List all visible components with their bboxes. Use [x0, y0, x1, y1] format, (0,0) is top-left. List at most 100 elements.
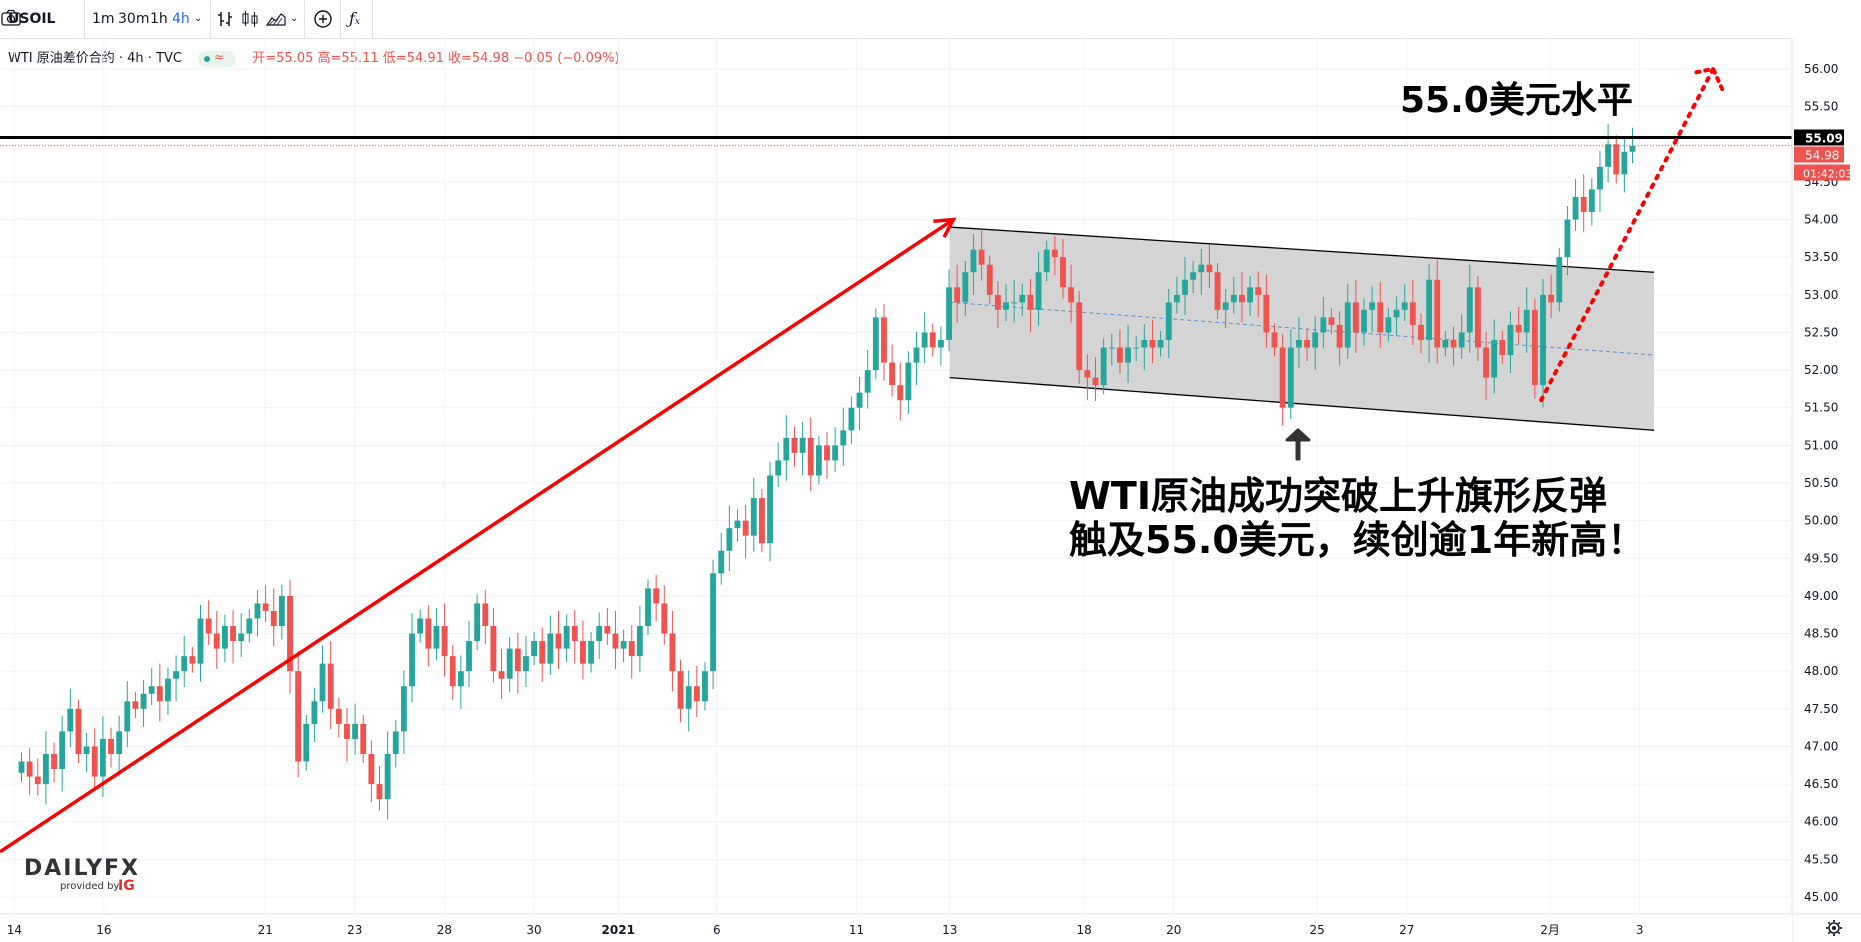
candle: [1206, 264, 1213, 273]
level-price-label: 55.09: [1805, 131, 1843, 145]
candle: [303, 723, 310, 762]
countdown-tag: [1794, 164, 1850, 181]
candle: [555, 633, 562, 649]
candle: [1076, 302, 1083, 371]
indicators-fx-icon[interactable]: ƒx: [349, 9, 360, 28]
candle: [604, 626, 611, 634]
time-tick-label: 25: [1309, 923, 1324, 937]
breakout-annotation-line2: 触及55.0美元，续创逾1年新高！: [1069, 518, 1645, 562]
candle: [986, 264, 993, 295]
candle: [449, 656, 456, 687]
candle: [327, 663, 334, 709]
candle: [42, 753, 49, 785]
candle: [1597, 166, 1603, 190]
candle: [238, 633, 245, 642]
candle: [742, 520, 749, 536]
candle: [278, 595, 285, 627]
legend-visibility-toggle[interactable]: ≈: [198, 50, 237, 67]
candle: [645, 588, 651, 627]
candle: [929, 332, 936, 348]
interval-dropdown-icon[interactable]: ⌄: [194, 13, 203, 24]
candle: [677, 671, 684, 709]
time-tick-label: 27: [1399, 923, 1414, 937]
candle: [1458, 332, 1465, 348]
candle: [1092, 377, 1099, 386]
chart-type-dropdown-icon[interactable]: ⌄: [290, 13, 299, 24]
time-tick-label: 28: [437, 923, 452, 937]
candle: [1190, 272, 1197, 280]
interval-1h-button[interactable]: 1h: [150, 11, 168, 27]
breakout-annotation-line1: WTI原油成功突破上升旗形反弹: [1069, 474, 1607, 518]
price-tick-label: 48.00: [1804, 664, 1838, 678]
time-tick-label: 16: [96, 923, 111, 937]
flag-upper-line: [949, 226, 1655, 273]
candle: [1531, 309, 1538, 386]
candle: [1149, 339, 1156, 348]
candle: [994, 294, 1001, 310]
candle: [620, 641, 627, 649]
candle: [1084, 370, 1091, 378]
candle: [1182, 279, 1188, 295]
candle: [1108, 347, 1115, 349]
candle: [1019, 294, 1026, 303]
candles-chart-type-icon[interactable]: [240, 9, 260, 29]
candle: [661, 603, 668, 634]
interval-4h-button[interactable]: 4h: [172, 11, 190, 27]
candle: [75, 708, 82, 754]
candle: [832, 445, 839, 461]
candle: [1263, 294, 1270, 333]
level-annotation: 55.0美元水平: [1400, 80, 1633, 121]
candle: [824, 445, 830, 461]
interval-30m-button[interactable]: 30m: [118, 11, 150, 27]
candle: [1141, 339, 1148, 348]
price-tick-label: 51.50: [1804, 401, 1838, 415]
candle: [588, 641, 594, 664]
candle: [1377, 302, 1384, 333]
price-tick-label: 47.00: [1804, 739, 1838, 753]
time-tick-label: 3: [1636, 923, 1644, 937]
compare-add-icon[interactable]: [312, 8, 334, 30]
price-axis[interactable]: [1792, 38, 1861, 914]
candle: [83, 746, 90, 754]
candle: [181, 656, 188, 672]
candle: [978, 249, 985, 265]
time-tick-label: 20: [1166, 923, 1181, 937]
projection-arrow: [1539, 67, 1716, 403]
candle: [571, 626, 578, 642]
candle: [287, 595, 293, 672]
candle: [1247, 287, 1254, 303]
candle: [1214, 272, 1221, 310]
candle: [1011, 302, 1018, 304]
candle: [1198, 264, 1205, 273]
candle: [1222, 302, 1229, 310]
candle: [1320, 317, 1327, 333]
candle: [1540, 294, 1546, 386]
ig-logo: IG: [118, 878, 135, 894]
candle: [864, 370, 871, 393]
projection-arrowhead: [1689, 66, 1725, 92]
settings-gear-icon[interactable]: [1826, 920, 1842, 936]
candle: [531, 641, 538, 657]
camera-snapshot-icon[interactable]: [0, 8, 22, 28]
area-chart-type-icon[interactable]: [265, 9, 287, 29]
candle: [1548, 294, 1555, 303]
candle: [197, 618, 204, 664]
candle: [1279, 347, 1286, 408]
candle: [1352, 302, 1359, 333]
candle: [767, 475, 773, 544]
interval-1m-button[interactable]: 1m: [92, 11, 115, 27]
candle: [417, 618, 424, 634]
legend-title: WTI 原油差价合约 · 4h · TVC: [8, 51, 182, 66]
candle: [254, 603, 261, 619]
uptrend-arrow: [0, 218, 955, 854]
time-axis[interactable]: [0, 914, 1792, 942]
price-tick-label: 46.50: [1804, 777, 1838, 791]
candle: [710, 573, 717, 672]
candle: [523, 656, 529, 672]
candle: [1336, 324, 1343, 348]
candle: [91, 746, 98, 777]
bar-chart-type-icon[interactable]: [216, 9, 236, 29]
candle: [1474, 287, 1481, 348]
time-tick-label: 11: [849, 923, 864, 937]
